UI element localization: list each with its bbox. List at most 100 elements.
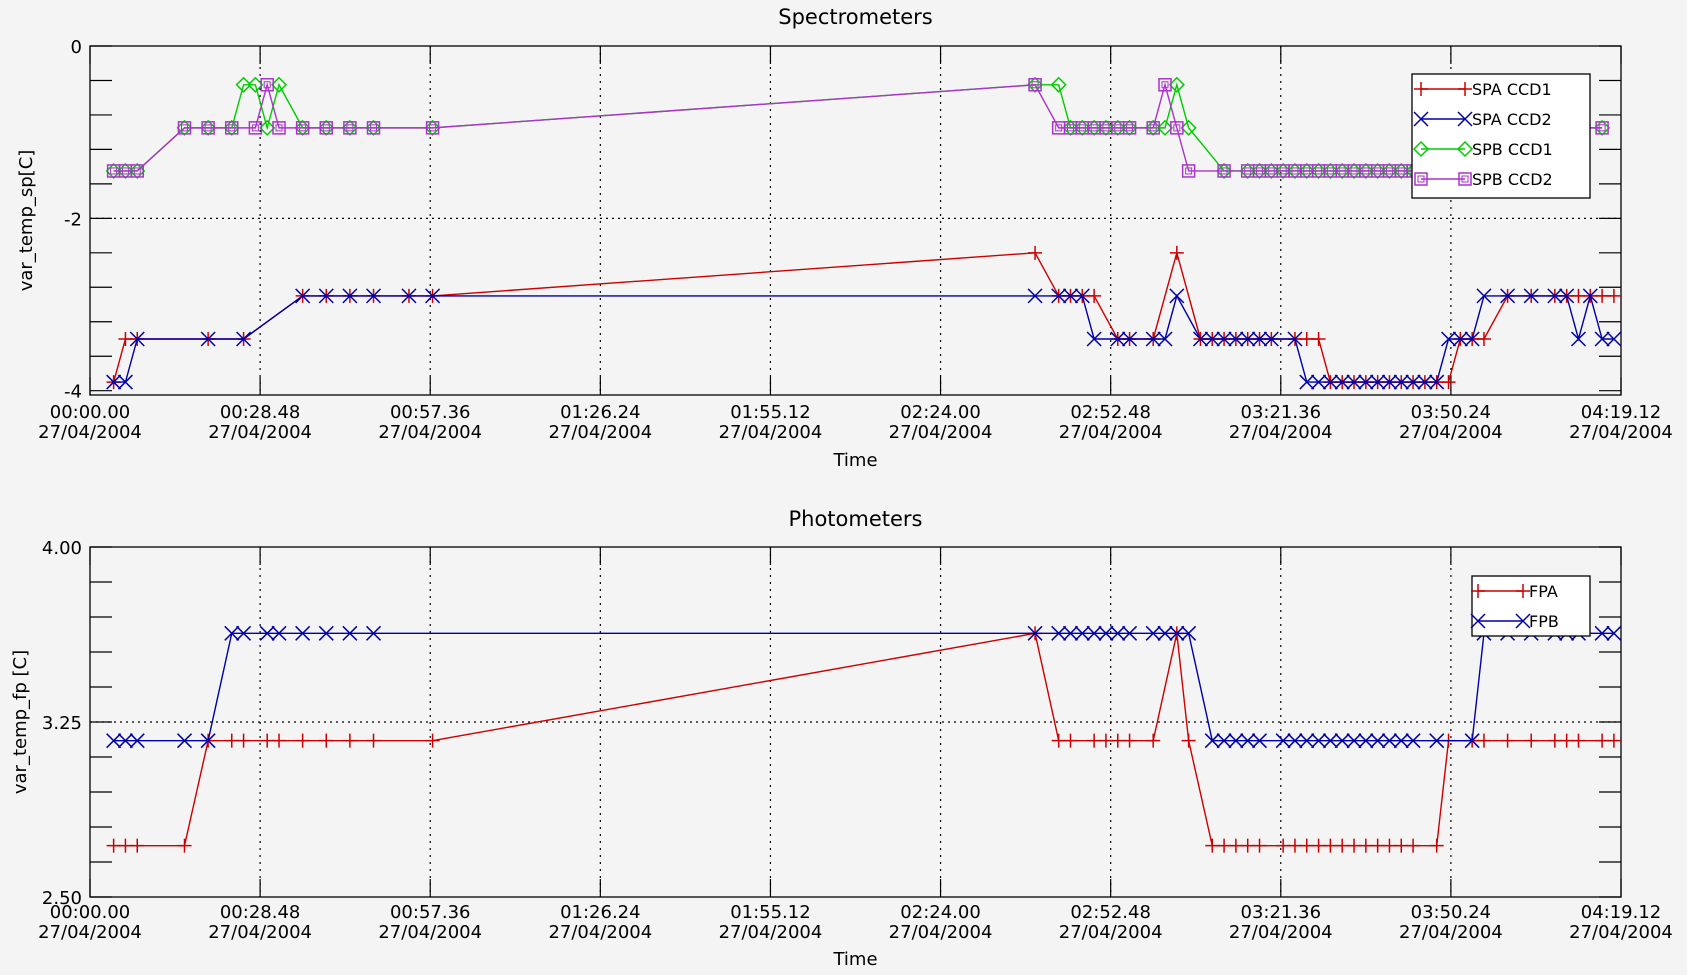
- data-point: [1322, 162, 1339, 180]
- chart-panel-1: Spectrometers00:00.0027/04/200400:28.482…: [16, 5, 1673, 471]
- data-point: [1051, 625, 1067, 641]
- data-point: [1298, 162, 1315, 180]
- data-point: [1263, 331, 1279, 347]
- series-fpb: [106, 625, 1622, 749]
- data-point: [177, 838, 192, 853]
- legend-entry: SPA CCD1: [1472, 80, 1552, 99]
- x-tick-label: 00:00.00: [50, 902, 131, 923]
- data-point: [1429, 733, 1445, 749]
- data-point: [117, 374, 133, 390]
- data-point: [1252, 838, 1267, 853]
- data-point: [318, 119, 335, 136]
- data-point: [1216, 733, 1232, 749]
- x-tick-label: 03:21.36: [1241, 902, 1322, 923]
- legend-marker: [1471, 584, 1485, 598]
- data-point: [1228, 331, 1244, 347]
- x-tick-label: 00:28.48: [220, 902, 301, 923]
- data-point: [1216, 162, 1233, 180]
- data-point: [1062, 625, 1079, 641]
- data-point: [1275, 733, 1291, 749]
- data-point: [1279, 167, 1287, 175]
- data-point: [370, 124, 378, 132]
- data-point: [1322, 733, 1338, 749]
- data-point: [1087, 288, 1102, 303]
- data-point: [1062, 288, 1079, 304]
- data-point: [272, 121, 286, 135]
- legend-marker: [1414, 172, 1428, 186]
- data-point: [1216, 331, 1232, 347]
- data-point: [1405, 733, 1421, 749]
- y-axis-label: var_temp_sp[C]: [16, 150, 37, 292]
- data-point: [270, 76, 288, 93]
- data-point: [1291, 167, 1299, 175]
- data-point: [1192, 331, 1208, 347]
- data-point: [299, 124, 307, 132]
- data-point: [1500, 733, 1515, 748]
- legend-marker: [1470, 613, 1486, 629]
- data-point: [1594, 119, 1611, 136]
- data-point: [1169, 288, 1185, 304]
- data-point: [1476, 733, 1491, 748]
- data-point: [342, 625, 358, 641]
- data-point: [1168, 76, 1185, 93]
- data-point: [365, 288, 382, 304]
- x-tick-label: 00:57.36: [390, 402, 471, 423]
- x-tick-label: 01:55.12: [730, 402, 811, 423]
- chart-panel-2: Photometers00:00.0027/04/200400:28.4827/…: [10, 507, 1673, 970]
- data-point: [228, 124, 236, 132]
- data-point: [1595, 121, 1609, 135]
- x-tick-label: 27/04/2004: [378, 922, 482, 943]
- data-point: [1185, 167, 1193, 175]
- data-point: [1251, 733, 1268, 749]
- data-point: [1334, 733, 1350, 749]
- legend-box: [1411, 73, 1591, 199]
- y-tick-label: 2.50: [42, 888, 82, 909]
- data-point: [1347, 838, 1362, 853]
- data-point: [1217, 838, 1232, 853]
- data-point: [1228, 733, 1244, 749]
- data-point: [1393, 733, 1409, 749]
- data-point: [424, 119, 441, 136]
- legend: SPA CCD1 SPA CCD2 SPB CCD1 SPB CCD2: [1411, 73, 1591, 199]
- data-point: [1256, 167, 1264, 175]
- data-point: [1121, 119, 1138, 136]
- data-point: [1240, 838, 1255, 853]
- y-tick-label: 4.00: [42, 538, 82, 559]
- data-point: [1397, 167, 1405, 175]
- data-point: [1220, 167, 1228, 175]
- data-point: [1326, 167, 1334, 175]
- y-tick-label: 0: [71, 37, 82, 58]
- data-point: [1244, 167, 1252, 175]
- data-point: [1122, 331, 1138, 347]
- data-point: [1122, 733, 1137, 748]
- data-point: [342, 733, 357, 748]
- data-point: [1523, 288, 1539, 304]
- data-point: [1251, 331, 1268, 347]
- legend-marker: [1413, 111, 1429, 127]
- legend-marker: [1456, 140, 1474, 158]
- x-tick-label: 27/04/2004: [38, 422, 142, 443]
- x-axis-label: Time: [832, 450, 877, 471]
- data-point: [248, 121, 263, 135]
- data-point: [1311, 733, 1327, 749]
- data-point: [1476, 331, 1491, 346]
- data-point: [1173, 124, 1181, 132]
- data-point: [1346, 374, 1362, 390]
- data-point: [425, 121, 440, 135]
- legend: FPA FPB: [1470, 575, 1591, 637]
- data-point: [1370, 838, 1385, 853]
- data-point: [200, 331, 216, 347]
- data-point: [1050, 76, 1067, 93]
- data-point: [1335, 838, 1350, 853]
- data-point: [224, 733, 239, 748]
- x-tick-label: 03:21.36: [1241, 402, 1322, 423]
- x-tick-label: 27/04/2004: [1059, 422, 1163, 443]
- data-point: [1287, 838, 1302, 853]
- data-point: [1158, 78, 1172, 92]
- data-point: [1381, 162, 1398, 180]
- x-tick-label: 04:19.12: [1581, 402, 1662, 423]
- data-point: [1067, 124, 1075, 132]
- x-tick-label: 03:50.24: [1411, 402, 1492, 423]
- data-point: [1299, 374, 1315, 390]
- x-tick-label: 27/04/2004: [719, 922, 823, 943]
